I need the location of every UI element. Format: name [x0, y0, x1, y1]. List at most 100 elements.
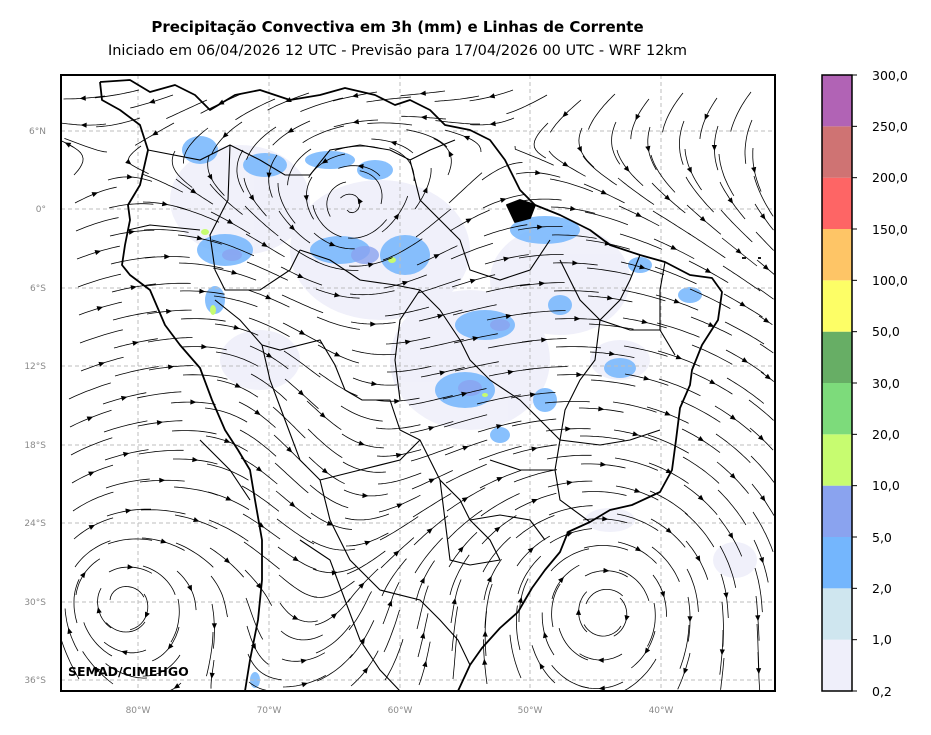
streamline-arrow	[566, 480, 573, 486]
colorbar-segment	[822, 639, 852, 691]
streamline-arrow	[120, 395, 128, 401]
streamline	[83, 622, 113, 657]
streamline-arrow	[699, 215, 706, 222]
streamline	[715, 433, 751, 463]
streamline	[584, 211, 629, 226]
streamline-arrow	[461, 391, 468, 397]
streamline	[277, 546, 317, 570]
streamline-arrow	[222, 132, 229, 139]
streamline-arrow	[623, 165, 630, 172]
streamline	[176, 206, 220, 223]
streamline	[719, 545, 737, 588]
streamline	[349, 620, 375, 659]
lat-label: 30°S	[24, 598, 46, 608]
streamline-arrow	[420, 114, 427, 121]
streamline	[375, 424, 421, 430]
streamline-arrow	[472, 336, 479, 342]
streamline-arrow	[364, 540, 371, 546]
streamline	[682, 456, 720, 484]
streamline	[750, 455, 775, 483]
streamline	[684, 512, 715, 548]
longitude-labels: 80°W 70°W 60°W 50°W 40°W	[126, 706, 674, 716]
streamline-arrow	[719, 649, 725, 656]
streamline-arrow	[233, 324, 240, 330]
streamline-arrow	[390, 140, 397, 146]
colorbar-segment	[822, 434, 852, 486]
streamline	[166, 99, 208, 119]
streamline	[79, 329, 123, 344]
streamline-arrow	[127, 564, 134, 570]
streamline-arrow	[420, 632, 426, 639]
streamline	[679, 624, 690, 669]
streamline-arrow	[683, 667, 689, 675]
streamline-arrow	[529, 392, 537, 398]
streamline	[73, 517, 114, 540]
streamline	[75, 217, 119, 232]
streamline-arrow	[234, 382, 242, 388]
streamline	[75, 558, 101, 596]
streamline-arrow	[199, 288, 206, 294]
streamline-arrow	[211, 623, 217, 630]
streamline-arrow	[704, 267, 712, 273]
streamline-arrow	[673, 298, 681, 304]
lat-label: 36°S	[24, 676, 46, 686]
streamline-arrow	[292, 555, 300, 562]
streamline-arrow	[94, 250, 102, 256]
lon-label: 60°W	[388, 706, 413, 716]
streamline	[142, 654, 181, 677]
streamline-arrow	[426, 527, 433, 534]
streamline-arrow	[334, 292, 341, 298]
streamline-arrow	[125, 158, 132, 165]
streamline	[417, 278, 461, 294]
streamline-arrow	[727, 532, 734, 539]
streamline-arrow	[751, 166, 757, 174]
streamline-arrow	[319, 412, 326, 418]
streamline-arrow	[531, 498, 538, 504]
streamline-arrow	[96, 606, 102, 614]
streamline	[648, 462, 689, 484]
streamline	[551, 583, 561, 628]
streamline	[208, 519, 249, 542]
streamline	[341, 433, 384, 449]
streamline-arrow	[329, 241, 336, 247]
streamline	[583, 624, 622, 637]
streamline	[685, 176, 714, 213]
streamline	[518, 254, 564, 259]
streamline	[759, 343, 774, 354]
streamline	[283, 350, 321, 378]
streamline	[549, 178, 594, 193]
streamline-arrow	[404, 339, 412, 345]
streamline-arrow	[300, 658, 308, 664]
streamline-arrow	[600, 461, 607, 467]
streamline-arrow	[173, 683, 181, 689]
streamline	[77, 273, 121, 288]
streamline	[478, 445, 522, 461]
streamline	[408, 395, 453, 406]
map-frame	[60, 74, 776, 692]
streamline-arrow	[572, 260, 579, 266]
streamline-arrow	[539, 281, 546, 287]
streamline-arrow	[289, 224, 296, 231]
streamline-arrow	[729, 472, 736, 480]
streamline	[207, 491, 250, 510]
streamline-arrow	[334, 351, 341, 357]
streamline	[314, 598, 351, 626]
streamline	[580, 435, 625, 441]
streamline	[611, 121, 621, 165]
streamline-arrow	[132, 340, 139, 346]
streamline	[279, 602, 318, 623]
streamline-arrow	[576, 372, 583, 378]
streamline-arrow	[448, 150, 454, 158]
streamline	[64, 142, 84, 176]
streamline	[107, 538, 153, 545]
streamline-arrow	[562, 111, 569, 118]
streamline-arrow	[433, 254, 440, 260]
streamline	[516, 535, 551, 567]
streamline-arrow	[266, 172, 272, 179]
streamline	[316, 654, 353, 682]
streamline-arrow	[223, 437, 231, 443]
streamline	[248, 317, 290, 338]
streamline	[549, 99, 582, 133]
streamline-arrow	[755, 668, 762, 675]
